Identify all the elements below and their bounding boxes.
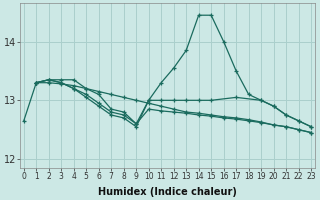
X-axis label: Humidex (Indice chaleur): Humidex (Indice chaleur) [98, 187, 237, 197]
